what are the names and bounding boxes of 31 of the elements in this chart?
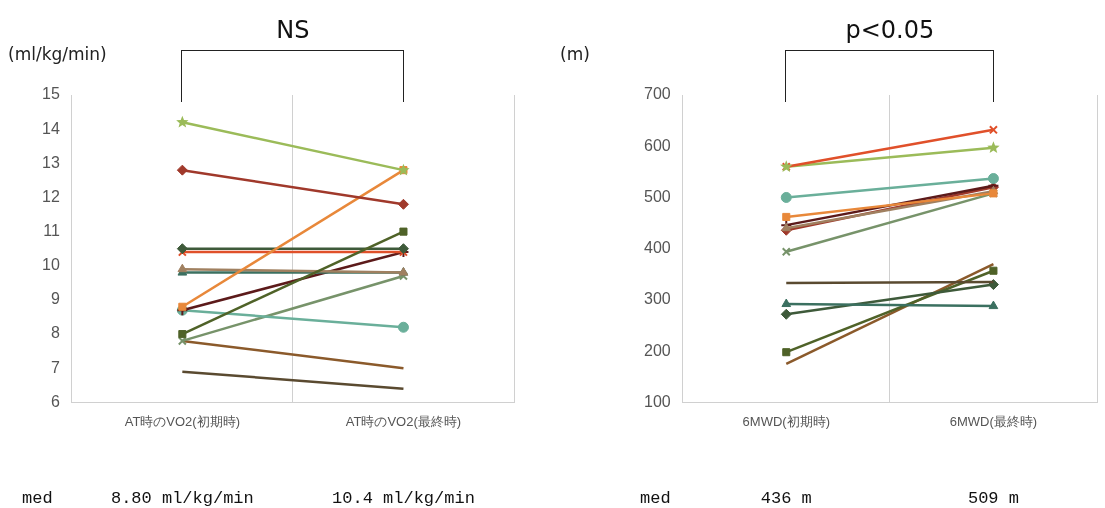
x-tick-label: AT時のVO2(初期時)	[124, 413, 241, 429]
y-tick-label: 15	[42, 85, 60, 103]
text: 436 m	[760, 489, 812, 508]
text: p<0.05	[845, 16, 935, 44]
x-tick-label: 6MWD(初期時)	[742, 413, 830, 429]
y-tick-label: 10	[42, 256, 60, 274]
text: med	[22, 489, 53, 508]
y-tick-label: 9	[50, 290, 60, 308]
y-tick-label: 7	[50, 358, 60, 376]
text: 10.4 ml/kg/min	[332, 489, 475, 508]
y-tick-label: 13	[42, 153, 60, 171]
x-tick-label: 6MWD(最終時)	[949, 413, 1038, 429]
y-tick-label: 8	[50, 324, 60, 342]
text: NS	[276, 16, 310, 44]
text: med	[640, 489, 671, 508]
y-axis-title: (ml/kg/min)	[8, 44, 107, 64]
y-axis-title: (m)	[560, 44, 590, 64]
y-tick-label: 700	[643, 85, 671, 103]
text: 8.80 ml/kg/min	[110, 489, 254, 508]
text: 509 m	[967, 489, 1019, 508]
y-tick-label: 600	[643, 136, 671, 154]
y-tick-label: 300	[643, 290, 671, 308]
y-tick-label: 6	[50, 392, 60, 410]
y-tick-label: 12	[42, 187, 60, 205]
y-tick-label: 500	[643, 187, 671, 205]
y-tick-label: 14	[42, 119, 60, 137]
y-tick-label: 11	[43, 222, 60, 240]
x-tick-label: AT時のVO2(最終時)	[345, 413, 462, 429]
y-tick-label: 200	[643, 341, 671, 359]
y-tick-label: 100	[643, 392, 671, 410]
y-tick-label: 400	[643, 239, 671, 257]
